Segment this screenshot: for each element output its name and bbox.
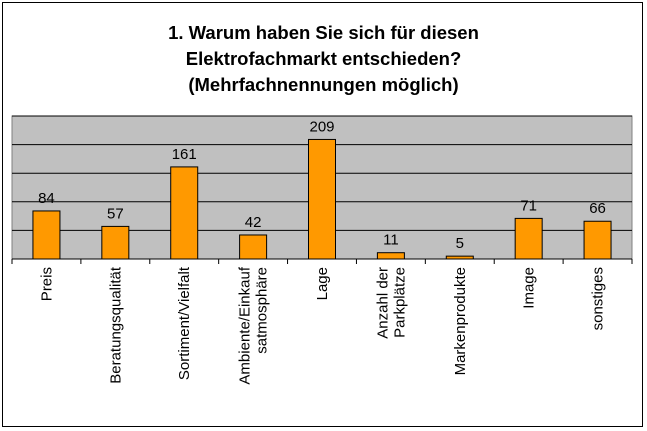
data-label: 5 xyxy=(456,235,464,252)
data-label: 57 xyxy=(107,205,124,222)
bar xyxy=(376,252,405,260)
bar xyxy=(583,220,612,260)
title-line-2: Elektrofachmarkt entschieden? xyxy=(185,48,462,69)
category-label: Lage xyxy=(314,267,331,300)
category-label: Ambiente/Einkaufsatmosphäre xyxy=(237,266,271,384)
bar xyxy=(101,225,130,260)
bar xyxy=(239,234,268,260)
bar xyxy=(32,210,61,260)
data-label: 209 xyxy=(309,118,334,135)
category-label: Markenprodukte xyxy=(452,267,469,375)
category-label: sonstiges xyxy=(590,267,607,330)
data-label: 71 xyxy=(520,197,537,214)
data-label: 42 xyxy=(245,214,262,231)
category-label: Beratungsqualität xyxy=(107,266,124,384)
bar xyxy=(514,217,543,260)
category-label: Anzahl derParkplätze xyxy=(374,267,408,339)
bar xyxy=(170,166,199,260)
data-label: 161 xyxy=(172,146,197,163)
title-line-3: (Mehrfachnennungen möglich) xyxy=(188,74,459,95)
bar xyxy=(308,138,336,260)
data-label: 84 xyxy=(38,190,55,207)
chart-title: 1. Warum haben Sie sich für diesen Elekt… xyxy=(0,20,647,98)
data-label: 66 xyxy=(589,200,606,217)
title-line-1: 1. Warum haben Sie sich für diesen xyxy=(168,22,479,43)
category-label: Image xyxy=(521,267,538,309)
category-label: Preis xyxy=(38,267,55,301)
data-label: 11 xyxy=(383,232,399,249)
bar xyxy=(445,255,474,260)
category-label: Sortiment/Vielfalt xyxy=(176,266,193,380)
